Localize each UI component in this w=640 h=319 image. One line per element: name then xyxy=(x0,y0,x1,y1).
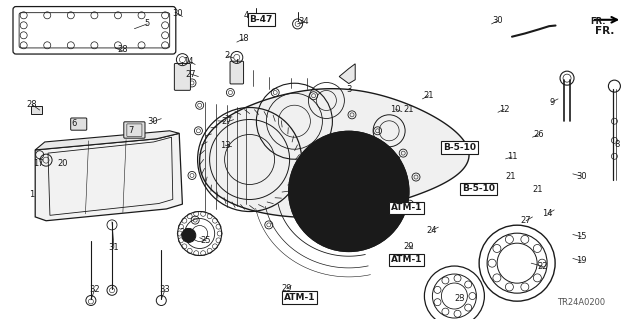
Text: 19: 19 xyxy=(576,256,586,265)
Text: B-5-10: B-5-10 xyxy=(462,184,495,193)
Polygon shape xyxy=(339,64,355,84)
Text: 2: 2 xyxy=(225,51,230,60)
Text: 34: 34 xyxy=(299,17,309,26)
Text: 21: 21 xyxy=(532,185,543,194)
Text: 3: 3 xyxy=(346,85,351,94)
Text: 16: 16 xyxy=(186,231,196,240)
Text: 24: 24 xyxy=(427,226,437,235)
Text: ATM-1: ATM-1 xyxy=(284,293,316,302)
Text: ATM-1: ATM-1 xyxy=(390,256,422,264)
Text: 17: 17 xyxy=(33,159,44,168)
Text: 29: 29 xyxy=(390,156,401,165)
Polygon shape xyxy=(200,89,469,217)
Text: 28: 28 xyxy=(27,100,37,109)
Text: 15: 15 xyxy=(576,232,586,241)
FancyBboxPatch shape xyxy=(124,122,145,138)
Text: 21: 21 xyxy=(506,172,516,181)
Text: 7: 7 xyxy=(129,126,134,135)
Text: 1: 1 xyxy=(29,190,35,199)
Polygon shape xyxy=(35,131,179,150)
Text: 14: 14 xyxy=(543,209,553,218)
Text: 27: 27 xyxy=(222,117,232,126)
FancyBboxPatch shape xyxy=(70,118,87,130)
Text: 12: 12 xyxy=(499,105,509,114)
Text: 31: 31 xyxy=(109,243,119,252)
Circle shape xyxy=(289,131,409,251)
Text: 30: 30 xyxy=(147,117,157,126)
Polygon shape xyxy=(35,133,182,221)
Text: 13: 13 xyxy=(220,141,230,150)
Text: 28: 28 xyxy=(118,45,128,54)
Text: 20: 20 xyxy=(179,228,189,237)
Text: 4: 4 xyxy=(244,11,249,20)
Text: 8: 8 xyxy=(614,140,620,149)
Text: 33: 33 xyxy=(160,285,170,294)
Text: 30: 30 xyxy=(576,172,586,181)
Text: 11: 11 xyxy=(507,152,517,161)
Text: 23: 23 xyxy=(454,294,465,303)
Text: 26: 26 xyxy=(534,130,544,139)
Text: 9: 9 xyxy=(549,98,554,107)
Text: 30: 30 xyxy=(493,16,503,25)
Text: 22: 22 xyxy=(538,262,548,271)
Text: 32: 32 xyxy=(90,285,100,294)
Text: 21: 21 xyxy=(403,105,413,114)
Text: 27: 27 xyxy=(186,70,196,78)
Text: 6: 6 xyxy=(71,119,76,128)
Circle shape xyxy=(182,228,196,242)
Text: 18: 18 xyxy=(238,34,248,43)
Text: 5: 5 xyxy=(145,19,150,28)
Text: 29: 29 xyxy=(282,284,292,293)
Text: 14: 14 xyxy=(184,57,194,66)
Text: ATM-1: ATM-1 xyxy=(390,204,422,212)
Text: 21: 21 xyxy=(424,91,434,100)
Bar xyxy=(31,106,42,114)
Text: 20: 20 xyxy=(58,159,68,168)
Text: 27: 27 xyxy=(521,216,531,225)
Text: B-5-10: B-5-10 xyxy=(443,143,476,152)
Text: 10: 10 xyxy=(390,105,401,114)
Text: 29: 29 xyxy=(403,242,413,251)
FancyBboxPatch shape xyxy=(174,63,191,90)
FancyBboxPatch shape xyxy=(230,61,244,84)
Text: 30: 30 xyxy=(173,9,183,18)
Text: 25: 25 xyxy=(201,236,211,245)
Text: FR.: FR. xyxy=(590,17,605,26)
Text: FR.: FR. xyxy=(595,26,614,35)
Text: B-47: B-47 xyxy=(250,15,273,24)
Text: TR24A0200: TR24A0200 xyxy=(557,298,605,307)
